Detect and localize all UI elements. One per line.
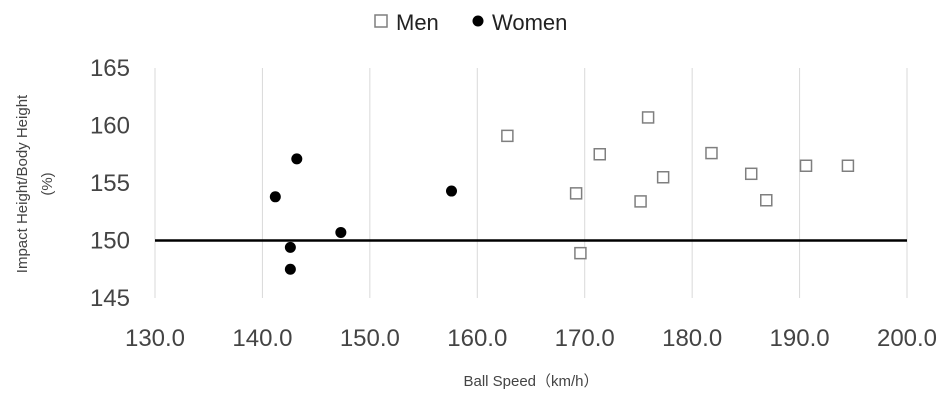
legend: Men Women (374, 10, 567, 35)
x-axis-tick-labels: 130.0 140.0 150.0 160.0 170.0 180.0 190.0 200.0 (125, 325, 937, 352)
men-data-point (501, 129, 514, 143)
women-data-point (291, 153, 303, 165)
men-data-point (641, 111, 655, 124)
x-tick-label: 180.0 (662, 325, 722, 352)
x-tick-label: 150.0 (340, 325, 400, 352)
x-tick-label: 200.0 (877, 325, 937, 352)
legend-label-men: Men (396, 10, 439, 35)
y-axis-tick-labels: 145 150 155 160 165 (90, 55, 130, 312)
legend-label-women: Women (492, 10, 567, 35)
y-tick-label: 150 (90, 228, 130, 255)
legend-item-women: Women (472, 10, 567, 35)
grid-lines (154, 68, 908, 298)
men-series (501, 111, 855, 260)
x-axis-title: Ball Speed（km/h） (463, 373, 598, 390)
legend-marker-women (472, 15, 484, 27)
women-data-point (446, 185, 458, 197)
men-data-point (760, 194, 773, 207)
legend-marker-men (374, 14, 388, 28)
women-series (269, 153, 458, 275)
men-data-point (705, 146, 718, 160)
x-tick-label: 140.0 (232, 325, 292, 352)
men-data-point (634, 195, 647, 208)
y-tick-label: 160 (90, 113, 130, 140)
women-data-point (284, 241, 296, 253)
x-tick-label: 170.0 (555, 325, 615, 352)
y-tick-label: 165 (90, 55, 130, 82)
x-tick-label: 160.0 (447, 325, 507, 352)
men-data-point (841, 159, 855, 172)
men-data-point (744, 167, 758, 181)
y-tick-label: 145 (90, 285, 130, 312)
x-tick-label: 130.0 (125, 325, 185, 352)
men-data-point (656, 171, 670, 184)
legend-item-men: Men (374, 10, 439, 35)
men-data-point (799, 159, 813, 172)
y-axis-unit: (%) (39, 172, 56, 195)
x-tick-label: 190.0 (770, 325, 830, 352)
men-data-point (574, 246, 587, 260)
men-data-point (569, 187, 583, 200)
men-data-point (593, 148, 607, 161)
y-tick-label: 155 (90, 170, 130, 197)
women-data-point (269, 191, 281, 203)
y-axis-title: Impact Height/Body Height (14, 94, 31, 273)
women-data-point (335, 226, 347, 238)
women-data-point (284, 263, 296, 275)
